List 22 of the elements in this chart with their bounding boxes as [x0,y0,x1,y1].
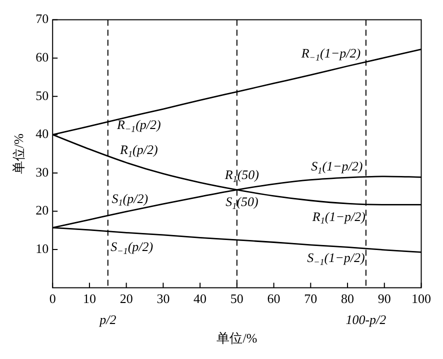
x-axis-title: 单位/% [216,330,258,346]
x-tick-label: 30 [156,291,170,306]
y-tick-label: 20 [36,202,49,218]
x-tick-label: 0 [49,291,56,306]
ref-line-label: p/2 [98,312,117,328]
x-tick-label: 60 [267,291,280,306]
y-tick-label: 60 [36,50,49,65]
y-tick-label: 70 [36,11,49,26]
y-tick-label: 40 [36,126,49,142]
x-tick-label: 40 [194,291,207,306]
x-tick-label: 10 [82,291,96,306]
y-tick-label: 30 [36,164,49,180]
x-tick-label: 100 [412,291,431,306]
y-axis-title: 单位/% [11,133,26,174]
x-tick-label: 90 [378,291,391,306]
ref-line-label: 100-p/2 [346,312,387,328]
x-tick-label: 80 [341,291,354,306]
y-tick-label: 50 [36,88,49,103]
x-tick-label: 70 [304,291,318,306]
x-tick-label: 20 [120,291,133,306]
x-tick-label: 50 [230,291,244,306]
y-tick-label: 10 [36,240,49,256]
